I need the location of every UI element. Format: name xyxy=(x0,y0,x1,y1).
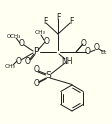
Text: O: O xyxy=(44,36,50,46)
Text: CH₃: CH₃ xyxy=(4,64,15,69)
Text: P: P xyxy=(33,47,38,57)
Text: O: O xyxy=(84,47,90,57)
Text: F: F xyxy=(68,16,73,26)
Text: O: O xyxy=(93,44,99,52)
Text: O: O xyxy=(80,38,86,47)
Text: O: O xyxy=(19,40,25,48)
Text: CH₃: CH₃ xyxy=(34,31,45,35)
Text: O: O xyxy=(25,57,31,65)
Text: F: F xyxy=(55,13,60,21)
Text: O: O xyxy=(34,78,40,88)
Text: O: O xyxy=(16,57,22,65)
Text: F: F xyxy=(42,16,47,26)
Text: NH: NH xyxy=(61,57,72,65)
Text: OCH₃: OCH₃ xyxy=(7,33,21,38)
Text: Et: Et xyxy=(100,49,106,55)
Text: O: O xyxy=(34,65,40,75)
Text: S: S xyxy=(45,72,50,80)
